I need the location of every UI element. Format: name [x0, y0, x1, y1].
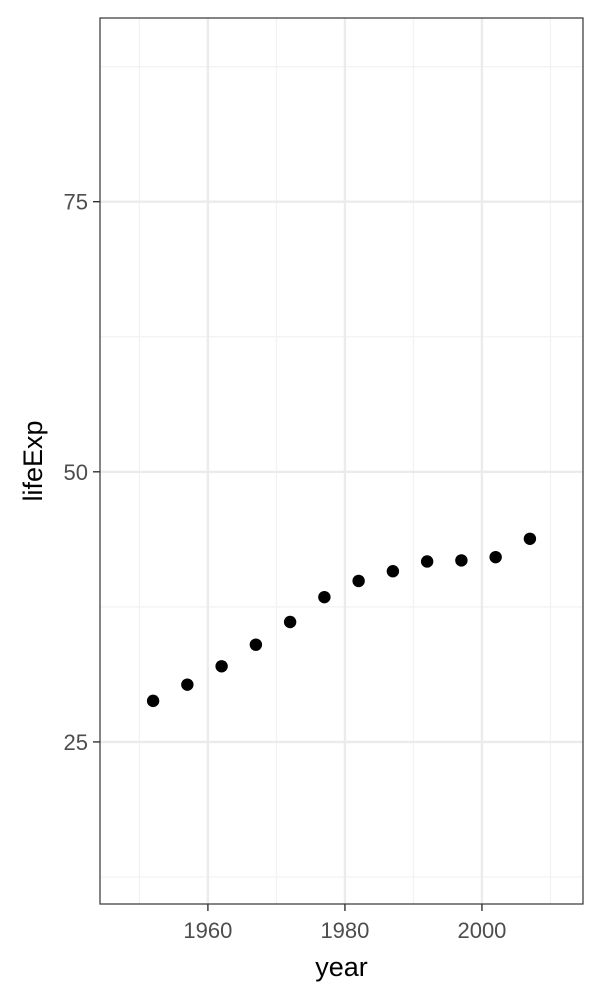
data-point	[146, 694, 160, 708]
data-point	[181, 678, 194, 691]
major-grid	[100, 18, 583, 904]
tick-labels: 1960 1980 2000 25 50 75	[64, 190, 507, 943]
x-tick-label: 1980	[320, 918, 369, 943]
x-tick-label: 1960	[183, 918, 232, 943]
y-axis-title: lifeExp	[18, 420, 48, 501]
x-tick-label: 2000	[457, 918, 506, 943]
data-point	[455, 554, 468, 567]
data-point	[318, 590, 331, 604]
data-point	[352, 574, 365, 588]
data-point	[249, 638, 263, 651]
minor-grid	[100, 18, 583, 904]
data-points	[146, 532, 537, 708]
data-point	[386, 565, 400, 578]
data-point	[420, 555, 434, 568]
axis-ticks	[93, 200, 483, 911]
y-tick-label: 25	[64, 730, 88, 755]
data-point	[489, 550, 502, 564]
data-point	[215, 660, 228, 673]
y-tick-label: 75	[64, 190, 88, 215]
x-axis-title: year	[315, 952, 368, 982]
data-point	[523, 532, 537, 545]
data-point	[283, 615, 297, 629]
y-tick-label: 50	[64, 460, 88, 485]
panel-border	[99, 17, 584, 905]
